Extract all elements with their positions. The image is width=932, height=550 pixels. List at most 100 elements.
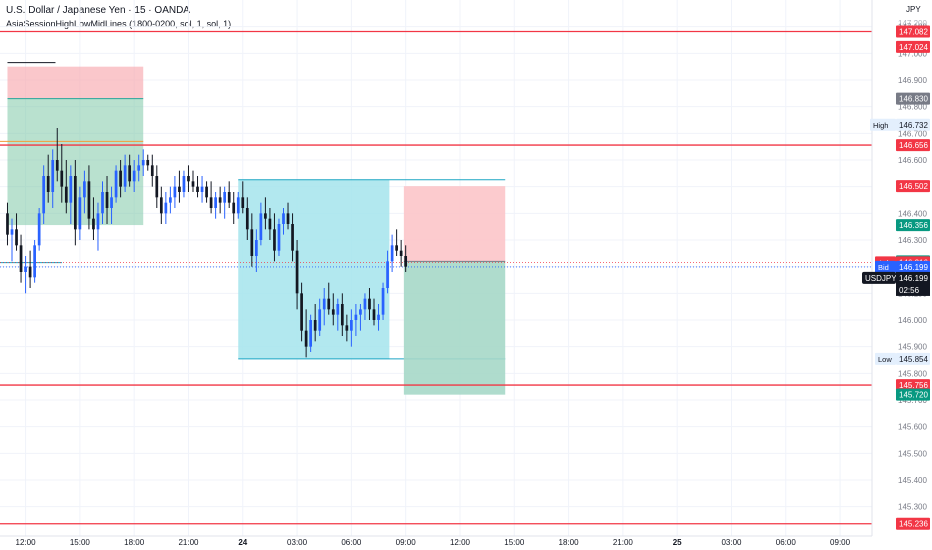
candle-body [350,320,353,331]
candle-body [123,165,127,187]
candle-body [69,176,73,203]
indicator-legend[interactable]: AsiaSessionHighLowMidLines (1800-0200, s… [6,19,232,29]
y-tick-label: 146.400 [898,209,927,218]
candle-body [340,304,344,326]
candle-body [105,192,109,208]
candle-body [318,309,322,331]
candle-body [200,186,204,192]
candle-body [359,309,362,315]
session-box-upper[interactable] [7,66,144,99]
candle-body [227,192,231,203]
candle-body [254,240,258,256]
candle-body [46,176,50,192]
candle-body [404,256,408,267]
candle-body [236,197,240,214]
x-tick-label: 06:00 [776,538,797,547]
price-label: 146.656 [899,141,928,150]
x-tick-label: 18:00 [124,538,145,547]
candle-body [164,202,168,214]
candle-body [132,170,136,182]
price-label-bg [896,388,930,401]
candle-body [24,266,27,272]
candle-body [214,197,217,208]
price-label-bg [896,25,930,38]
x-tick-label: 24 [238,538,247,547]
last-price-bg [896,271,930,296]
candle-body [386,261,389,288]
candle-body [101,192,104,214]
candle-body [327,298,331,310]
candle-body [73,176,77,230]
candle-body [173,186,177,198]
candle-body [232,202,236,214]
price-label: 145.756 [899,381,928,390]
candle-body [37,213,41,246]
candle-body [19,245,23,272]
candle-body [28,266,32,278]
x-tick-label: 06:00 [341,538,362,547]
price-label-bg [896,92,930,105]
candle-body [78,197,82,230]
y-tick-label: 146.300 [898,236,927,245]
candle-body [273,229,276,251]
tag-bid-bg [875,260,896,273]
candle-body [83,181,86,198]
price-label: 147.082 [899,27,928,36]
candle-body [60,170,64,187]
candle-body [196,186,199,192]
candle-body [377,314,380,320]
candle-body [178,186,181,192]
candle-body [146,160,150,166]
y-tick-label: 146.700 [898,129,927,138]
price-label: 146.502 [899,182,928,191]
candle-body [6,213,9,235]
candle-body [345,325,349,331]
price-label: 146.732 [899,121,928,130]
x-tick-label: 21:00 [613,538,634,547]
x-tick-label: 03:00 [721,538,742,547]
candle-body [64,186,68,203]
candle-body [182,176,186,192]
price-label-bg [896,260,930,273]
tag-high: High [873,121,888,130]
x-tick-label: 21:00 [178,538,199,547]
position-target-zone[interactable] [403,261,506,395]
candle-body [33,245,36,278]
y-tick-label: 145.900 [898,343,927,352]
candle-body [51,160,55,192]
price-labels: 147.082 147.024 146.830 High 146.732 146.656 1… [862,25,930,530]
candle-body [295,250,299,294]
candle-body [372,309,376,320]
candle-body [42,176,46,214]
y-tick-label: 145.400 [898,476,927,485]
candle-body [128,165,132,182]
tag-bid: Bid [878,263,889,272]
candle-body [141,160,145,166]
candle-body [277,224,281,251]
price-label: 145.720 [899,391,928,400]
horizontal-levels[interactable] [0,30,872,525]
x-tick-label: 12:00 [450,538,471,547]
tag-high-bg [870,118,896,131]
candle-body [245,208,249,230]
candle-body [381,288,385,315]
candle-body [191,181,195,187]
x-tick-label: 15:00 [70,538,91,547]
candle-body [187,176,190,182]
x-tick-label: 03:00 [287,538,308,547]
time-axis[interactable]: 12:00 15:00 18:00 21:00 24 03:00 06:00 09:00 12:… [0,535,872,550]
price-label-bg [896,352,930,365]
price-label: 145.854 [899,355,928,364]
candle-body [390,245,394,262]
candle-body [241,197,245,208]
price-label-bg [896,379,930,392]
candle-body [399,250,403,256]
countdown-label: 02:56 [899,286,920,295]
candle-body [96,213,100,230]
position-stop-zone[interactable] [403,186,506,262]
x-tick-label: 25 [673,538,682,547]
price-label-bg [896,139,930,152]
candle-body [110,197,113,208]
y-tick-label: 146.800 [898,103,927,112]
